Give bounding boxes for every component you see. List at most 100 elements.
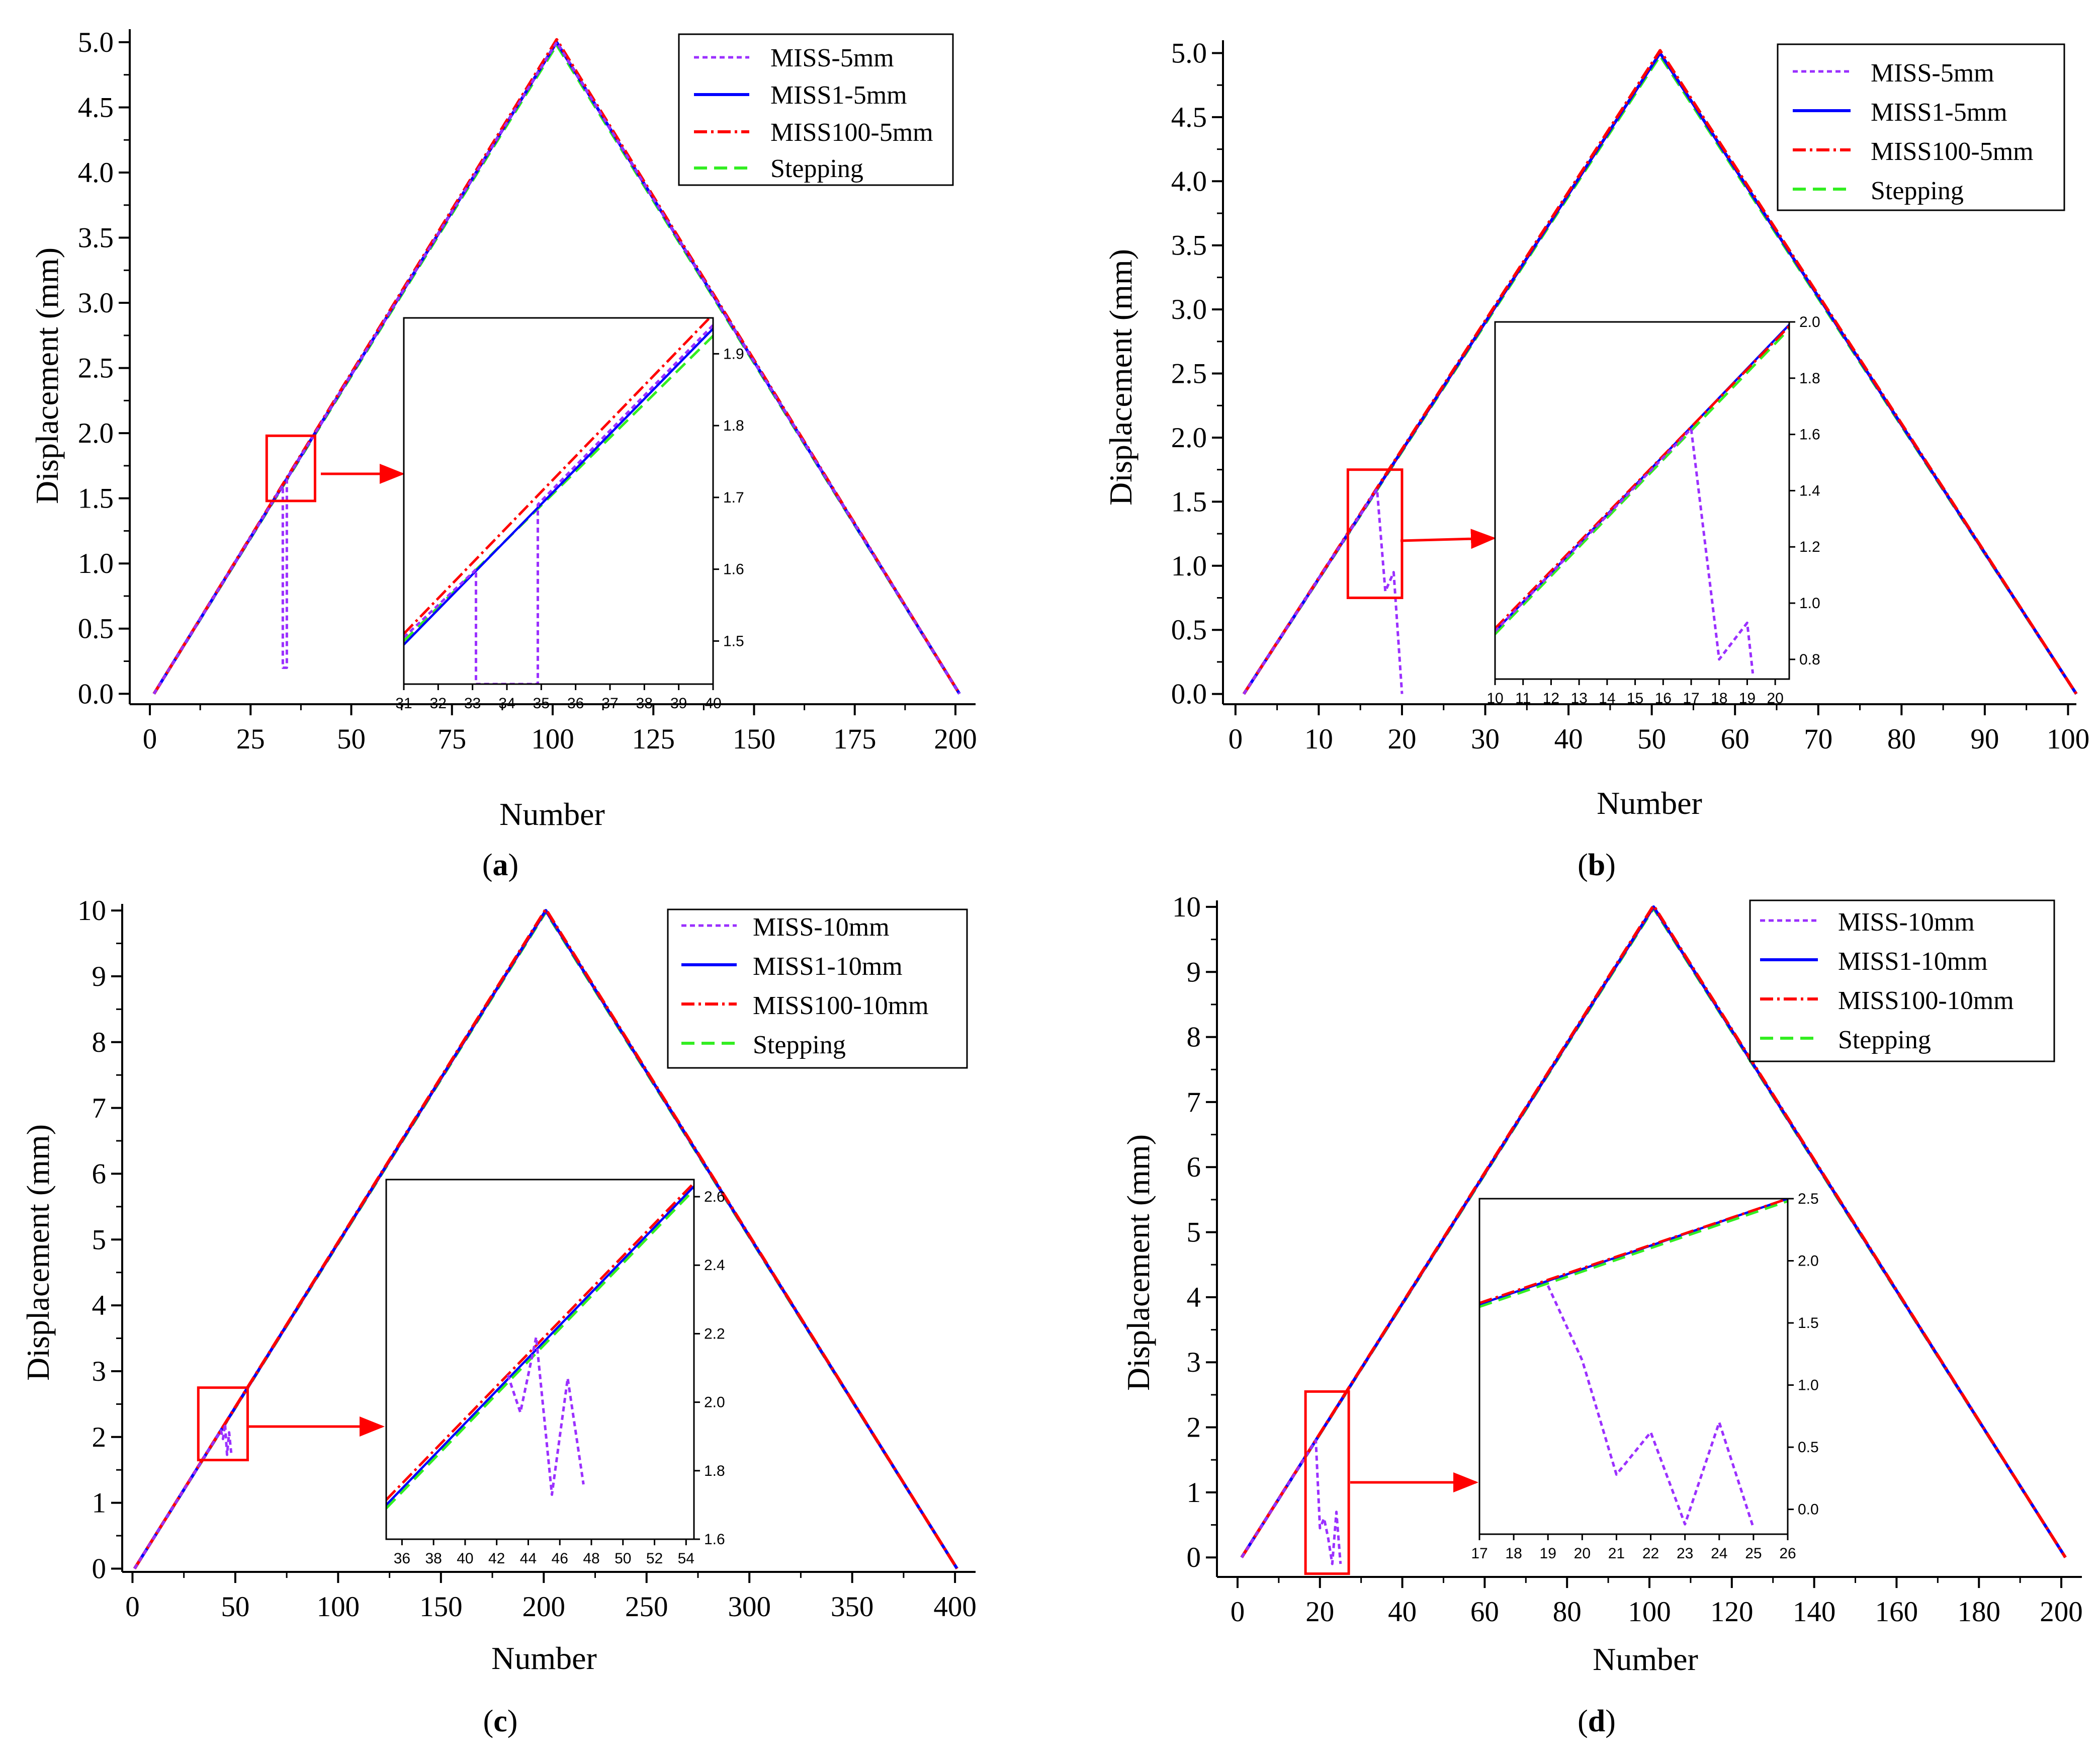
inset-x-tick-label: 36 bbox=[567, 695, 584, 712]
inset-frame bbox=[1494, 321, 1790, 680]
legend-label-miss1: MISS1-10mm bbox=[1838, 947, 1988, 976]
legend-label-stepping: Stepping bbox=[1838, 1026, 1931, 1054]
inset-x-tick-label: 38 bbox=[425, 1550, 442, 1567]
y-tick-label: 4.5 bbox=[1171, 102, 1207, 133]
legend-box-d bbox=[1749, 899, 2055, 1062]
inset-x-tick-label: 34 bbox=[498, 695, 515, 712]
legend-label-miss1: MISS1-5mm bbox=[1871, 98, 2007, 127]
y-axis-title-b: Displacement (mm) bbox=[1103, 249, 1139, 506]
inset-y-tick-label: 1.8 bbox=[723, 417, 744, 434]
series-line-miss bbox=[152, 41, 961, 695]
inset-series bbox=[1479, 1199, 1788, 1529]
caption-letter-d: d bbox=[1588, 1704, 1605, 1738]
y-tick-label: 5.0 bbox=[78, 27, 114, 58]
x-tick-label: 50 bbox=[221, 1591, 249, 1623]
caption-a: (a) bbox=[482, 848, 518, 882]
inset-y-tick-label: 0.0 bbox=[1798, 1501, 1819, 1518]
x-tick-label: 200 bbox=[2040, 1596, 2083, 1628]
inset-plot: 17 18 19 20 21 22 23 24 25 26 0.0 0.5 1.0 1.5 2.0 2.5 bbox=[1471, 1191, 1818, 1562]
inset-x-tick-label: 21 bbox=[1608, 1545, 1625, 1562]
caption-d: (d) bbox=[1578, 1704, 1616, 1738]
inset-y-tick-label: 2.4 bbox=[704, 1257, 725, 1274]
legend-label-stepping: Stepping bbox=[1871, 177, 1964, 205]
legend-label-miss100: MISS100-10mm bbox=[1838, 986, 2014, 1015]
y-tick-label: 2.0 bbox=[1171, 422, 1207, 454]
series-line-miss100 bbox=[1240, 904, 2067, 1558]
legend-b: MISS-5mm MISS1-5mm MISS100-5mm Stepping bbox=[1777, 43, 2065, 211]
y-tick-label: 5.0 bbox=[1171, 37, 1207, 69]
y-tick-label: 5 bbox=[1187, 1217, 1201, 1248]
x-tick-label: 60 bbox=[1721, 723, 1749, 755]
inset-x-tick-label: 25 bbox=[1745, 1545, 1762, 1562]
inset-x-tick-label: 35 bbox=[533, 695, 550, 712]
x-tick-label: 80 bbox=[1887, 723, 1916, 755]
x-tick-label: 0 bbox=[1231, 1596, 1245, 1628]
series-line-miss100 bbox=[133, 907, 958, 1570]
inset-x-tick-label: 37 bbox=[601, 695, 618, 712]
inset-frame bbox=[403, 317, 714, 685]
inset-series bbox=[1495, 324, 1789, 674]
y-tick-label: 1 bbox=[1187, 1477, 1201, 1509]
y-tick-label: 2 bbox=[1187, 1412, 1201, 1444]
inset-x-tick-label: 23 bbox=[1677, 1545, 1693, 1562]
x-tick-label: 150 bbox=[419, 1591, 463, 1623]
x-tick-label: 60 bbox=[1470, 1596, 1499, 1628]
x-axis-title-a: Number bbox=[499, 796, 605, 832]
y-tick-label: 2 bbox=[92, 1422, 107, 1453]
y-tick-label: 10 bbox=[1172, 891, 1201, 923]
series-line-miss bbox=[1240, 1439, 1342, 1565]
x-tick-label: 40 bbox=[1554, 723, 1583, 755]
inset-y-tick-label: 1.5 bbox=[1798, 1315, 1819, 1331]
inset-y-tick-label: 1.2 bbox=[1799, 539, 1820, 555]
inset-y-tick-label: 1.0 bbox=[1799, 595, 1820, 612]
inset-series-line-miss1 bbox=[386, 1186, 694, 1506]
legend-label-miss100: MISS100-10mm bbox=[753, 991, 929, 1020]
x-tick-label: 80 bbox=[1553, 1596, 1582, 1628]
x-tick-label: 300 bbox=[728, 1591, 771, 1623]
x-tick-label: 120 bbox=[1710, 1596, 1754, 1628]
inset-series-line-miss100 bbox=[404, 318, 712, 635]
y-tick-label: 0.0 bbox=[1171, 679, 1207, 710]
x-tick-label: 200 bbox=[522, 1591, 566, 1623]
x-tick-label: 90 bbox=[1970, 723, 1999, 755]
x-tick-label: 125 bbox=[632, 723, 675, 755]
y-tick-label: 2.5 bbox=[1171, 358, 1207, 390]
inset-x-tick-label: 38 bbox=[636, 695, 653, 712]
inset-y-tick-label: 1.8 bbox=[704, 1463, 725, 1479]
inset-y-tick-label: 0.8 bbox=[1799, 651, 1820, 668]
inset-x-tick-label: 11 bbox=[1515, 690, 1531, 707]
y-tick-label: 2.0 bbox=[78, 417, 114, 449]
y-tick-label: 6 bbox=[92, 1158, 107, 1190]
inset-y-tick-label: 1.9 bbox=[723, 346, 744, 362]
zoom-box bbox=[1304, 1390, 1350, 1575]
y-tick-label: 3.5 bbox=[78, 222, 114, 254]
inset-y-tick-label: 2.6 bbox=[704, 1189, 725, 1205]
inset-x-tick-label: 20 bbox=[1574, 1545, 1591, 1562]
y-axis-title-d: Displacement (mm) bbox=[1120, 1134, 1156, 1391]
y-tick-label: 5 bbox=[92, 1224, 107, 1256]
inset-x-tick-label: 12 bbox=[1543, 690, 1559, 707]
zoom-arrow bbox=[1400, 529, 1496, 549]
x-tick-label: 30 bbox=[1471, 723, 1500, 755]
inset-x-tick-label: 39 bbox=[670, 695, 687, 712]
x-tick-label: 10 bbox=[1304, 723, 1333, 755]
x-tick-label: 0 bbox=[125, 1591, 140, 1623]
series-line-miss bbox=[1243, 487, 1404, 695]
x-tick-label: 100 bbox=[317, 1591, 360, 1623]
inset-series-line-miss1 bbox=[404, 327, 713, 646]
x-tick-label: 70 bbox=[1804, 723, 1832, 755]
inset-series-line-miss100 bbox=[386, 1182, 694, 1501]
y-tick-label: 4 bbox=[92, 1290, 107, 1321]
y-tick-label: 1.0 bbox=[78, 548, 114, 579]
x-tick-label: 25 bbox=[236, 723, 265, 755]
inset-y-tick-label: 2.5 bbox=[1798, 1191, 1819, 1207]
inset-background bbox=[404, 318, 713, 684]
x-tick-label: 100 bbox=[531, 723, 574, 755]
x-tick-label: 150 bbox=[733, 723, 776, 755]
y-tick-label: 3.0 bbox=[1171, 294, 1207, 325]
y-tick-label: 8 bbox=[92, 1027, 107, 1058]
legend-a: MISS-5mm MISS1-5mm MISS100-5mm Stepping bbox=[678, 33, 954, 186]
panel-b: 0 10 20 30 40 50 60 70 80 90 100 0.0 0.5 1.0 1.5 2.0 2.5… bbox=[1103, 37, 2089, 882]
legend-label-miss100: MISS100-5mm bbox=[770, 118, 933, 147]
inset-x-tick-label: 33 bbox=[464, 695, 481, 712]
